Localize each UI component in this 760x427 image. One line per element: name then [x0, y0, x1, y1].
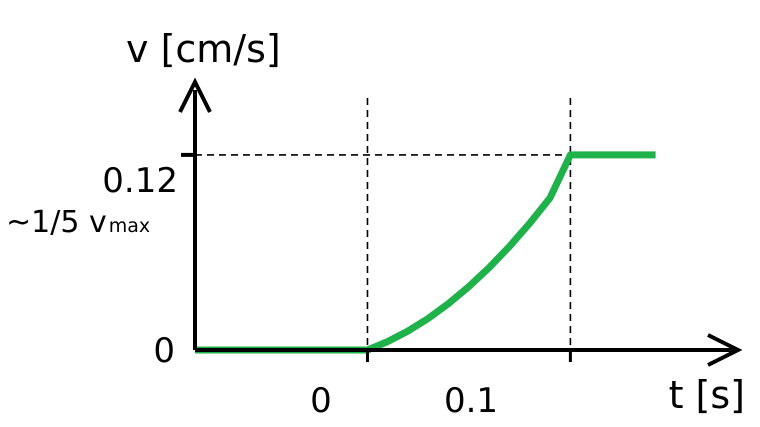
- axes: [178, 77, 743, 367]
- vmax-annotation-subscript: max: [109, 215, 150, 237]
- y-axis-title: v [cm/s]: [126, 27, 281, 71]
- x-tick-label-0.1: 0.1: [444, 381, 498, 421]
- x-axis-title: t [s]: [669, 373, 745, 417]
- velocity-curve: [195, 151, 656, 354]
- tick-marks: [181, 152, 572, 362]
- vmax-annotation-prefix: ~1/5 v: [6, 205, 107, 240]
- x-axis-arrowhead: [707, 333, 743, 367]
- y-tick-label-0.12: 0.12: [102, 161, 178, 201]
- y-tick-label-0: 0: [153, 331, 175, 371]
- reference-lines: [195, 98, 572, 350]
- vmax-annotation: ~1/5 v max: [6, 205, 150, 240]
- y-axis-arrowhead: [178, 77, 212, 113]
- x-tick-label-0: 0: [310, 381, 332, 421]
- series-layer: [195, 151, 656, 354]
